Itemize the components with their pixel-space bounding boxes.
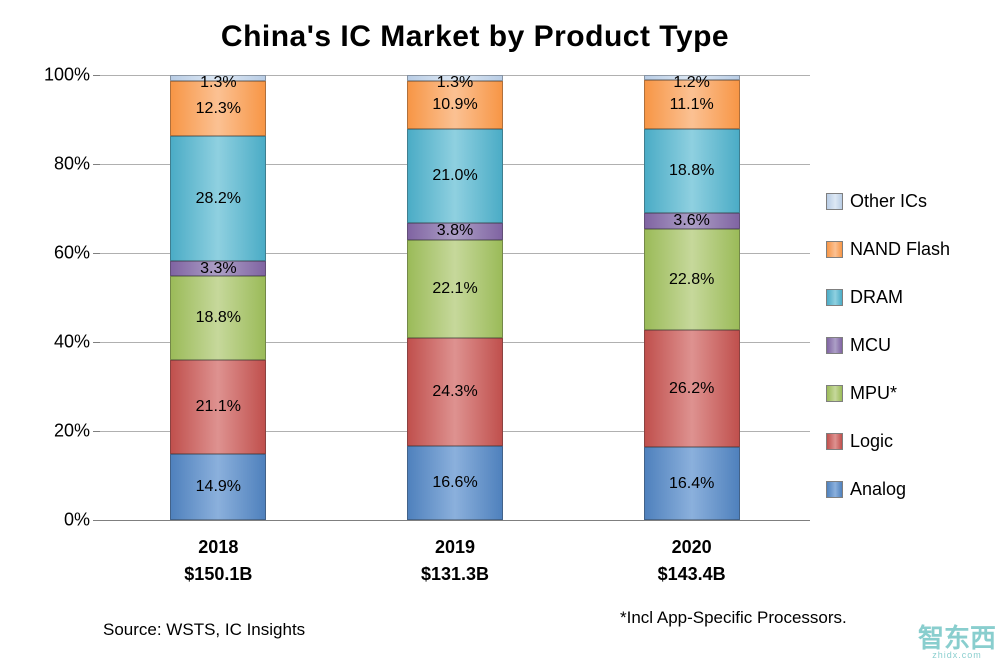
category-year-label: 2018: [198, 537, 239, 557]
y-axis-tick-label: 60%: [53, 242, 90, 263]
legend: Other ICs NAND Flash DRAM MCU MPU* Logic Analo…: [826, 177, 950, 513]
watermark-text: 智东西: [917, 623, 996, 653]
legend-label: MPU*: [850, 382, 898, 403]
y-axis-tick: [93, 253, 100, 254]
bar-segment-mpu: [407, 239, 503, 338]
y-axis-tick-label: 0%: [63, 509, 90, 530]
bar-segment-mpu: [643, 228, 740, 331]
watermark-subtext: zhidx.com: [932, 650, 982, 660]
bar-segment-nand-flash: [407, 80, 503, 130]
bar-segment-other-ics: [170, 75, 267, 82]
y-axis-tick: [93, 75, 100, 76]
footnote: *Incl App-Specific Processors.: [620, 608, 847, 627]
x-axis-line: [100, 520, 810, 521]
bar-segment-logic: [407, 337, 503, 447]
bar-segment-nand-flash: [643, 79, 740, 130]
bar-segment-mcu: [170, 261, 267, 277]
bar-segment-mcu: [643, 212, 740, 229]
legend-swatch: [826, 192, 843, 210]
legend-swatch: [826, 336, 843, 354]
legend-item-logic: Logic: [826, 417, 950, 465]
legend-swatch: [826, 432, 843, 450]
legend-label: NAND Flash: [850, 238, 951, 259]
category-value-label: $143.4B: [657, 564, 726, 584]
legend-label: Analog: [850, 478, 907, 499]
bar-segment-analog: [643, 447, 740, 520]
y-axis-tick: [93, 431, 100, 432]
category-value-label: $131.3B: [420, 564, 490, 584]
legend-swatch: [826, 288, 843, 306]
y-axis-tick-label: 100%: [43, 64, 90, 85]
category-label: 2019 $131.3B: [365, 534, 545, 588]
bar-segment-other-ics: [643, 74, 740, 80]
y-axis-tick-label: 80%: [53, 153, 90, 174]
legend-swatch: [826, 240, 843, 258]
legend-label: MCU: [850, 334, 891, 355]
legend-label: Other ICs: [850, 190, 928, 211]
bar-segment-analog: [170, 453, 267, 520]
legend-item-dram: DRAM: [826, 273, 950, 321]
legend-item-other-ics: Other ICs: [826, 177, 950, 225]
bar-segment-nand-flash: [170, 81, 267, 136]
y-axis-tick: [93, 164, 100, 165]
bar-segment-logic: [170, 359, 267, 454]
category-value-label: $150.1B: [184, 564, 253, 584]
x-axis: 2018 $150.1B 2019 $131.3B 2020 $143.4B: [100, 534, 810, 594]
y-axis-tick: [93, 520, 100, 521]
bar-segment-logic: [643, 330, 740, 447]
y-axis-tick-label: 20%: [53, 420, 90, 441]
source-note: Source: WSTS, IC Insights: [103, 620, 306, 639]
chart-title: China's IC Market by Product Type: [220, 20, 730, 53]
legend-item-nand-flash: NAND Flash: [826, 225, 950, 273]
y-axis-tick-label: 40%: [53, 331, 90, 352]
bar-segment-mcu: [407, 222, 503, 240]
bar-segment-dram: [170, 135, 267, 262]
legend-swatch: [826, 384, 843, 402]
bar-segment-analog: [407, 446, 503, 520]
category-year-label: 2020: [671, 537, 712, 557]
category-label: 2020 $143.4B: [602, 534, 782, 588]
bar-segment-dram: [407, 129, 503, 223]
legend-label: Logic: [850, 430, 894, 451]
bar-segment-other-ics: [407, 75, 503, 81]
plot-area: 14.9% 21.1% 18.8% 3.3% 28.2% 12.3% 1.3% 16.6% 24…: [93, 74, 810, 521]
legend-item-mpu: MPU*: [826, 369, 950, 417]
legend-item-mcu: MCU: [826, 321, 950, 369]
y-axis: 0% 20% 40% 60% 80% 100%: [0, 65, 90, 530]
bar-segment-mpu: [170, 276, 267, 360]
bar-segment-dram: [643, 129, 740, 213]
category-year-label: 2019: [434, 537, 476, 557]
legend-swatch: [826, 480, 843, 498]
y-axis-tick: [93, 342, 100, 343]
legend-label: DRAM: [850, 286, 903, 307]
legend-item-analog: Analog: [826, 465, 950, 513]
watermark-logo: 智东西 zhidx.com: [918, 625, 996, 660]
category-label: 2018 $150.1B: [128, 534, 308, 588]
